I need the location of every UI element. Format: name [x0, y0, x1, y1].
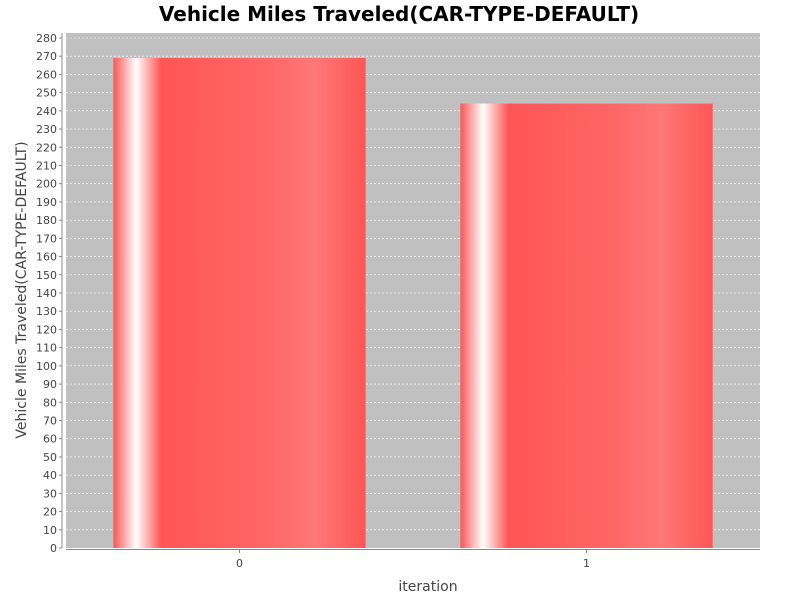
y-tick-label: 220: [36, 141, 57, 154]
y-tick-label: 170: [36, 232, 57, 245]
y-tick-label: 200: [36, 178, 57, 191]
y-tick-label: 210: [36, 160, 57, 173]
y-tick-label: 180: [36, 214, 57, 227]
y-tick-label: 60: [43, 433, 57, 446]
y-tick-label: 110: [36, 342, 57, 355]
plot-area: 0102030405060708090100110120130140150160…: [36, 32, 760, 570]
y-tick-label: 40: [43, 469, 57, 482]
y-tick-label: 20: [43, 506, 57, 519]
x-tick-label: 0: [236, 557, 243, 570]
y-tick-label: 280: [36, 32, 57, 45]
y-axis-ticks: 0 10 20 30 40 50 60 70 80 90 100 110 120 130 140 150 160…: [36, 32, 62, 555]
y-tick-label: 100: [36, 360, 57, 373]
y-tick-label: 150: [36, 269, 57, 282]
bar: [460, 103, 713, 549]
y-tick-label: 80: [43, 396, 57, 409]
bar: [113, 58, 366, 549]
y-tick-label: 130: [36, 305, 57, 318]
chart-title: Vehicle Miles Traveled(CAR-TYPE-DEFAULT): [159, 2, 639, 26]
y-tick-label: 240: [36, 105, 57, 118]
y-tick-label: 120: [36, 323, 57, 336]
y-tick-label: 0: [50, 542, 57, 555]
y-tick-label: 50: [43, 451, 57, 464]
y-tick-label: 190: [36, 196, 57, 209]
y-tick-label: 230: [36, 123, 57, 136]
y-tick-label: 10: [43, 524, 57, 537]
bars: [113, 58, 713, 549]
y-tick-label: 90: [43, 378, 57, 391]
y-tick-label: 160: [36, 251, 57, 264]
y-axis-label: Vehicle Miles Traveled(CAR-TYPE-DEFAULT): [14, 141, 30, 438]
y-tick-label: 140: [36, 287, 57, 300]
x-tick-label: 1: [583, 557, 590, 570]
y-tick-label: 250: [36, 87, 57, 100]
x-axis-label: iteration: [398, 579, 457, 595]
y-tick-label: 260: [36, 68, 57, 81]
y-tick-label: 30: [43, 487, 57, 500]
y-tick-label: 70: [43, 415, 57, 428]
y-tick-label: 270: [36, 50, 57, 63]
